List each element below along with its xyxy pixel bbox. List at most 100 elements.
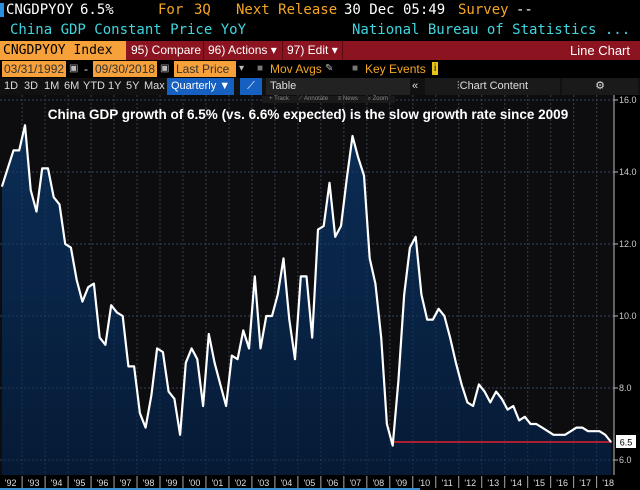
- chart-type-label[interactable]: Line Chart: [570, 43, 630, 58]
- data-point: [397, 380, 400, 382]
- data-point: [1, 185, 3, 187]
- y-tick-label: 16.0: [619, 95, 637, 105]
- date-row: 03/31/1992 ▣ - 09/30/2018 ▣ Last Price ▾…: [0, 61, 640, 77]
- data-point: [363, 175, 365, 177]
- data-point: [547, 430, 549, 432]
- data-point: [501, 398, 503, 400]
- data-point: [409, 247, 411, 249]
- annotate-tool[interactable]: ⟋ Annotate: [298, 96, 329, 102]
- start-date-input[interactable]: 03/31/1992: [2, 61, 66, 77]
- last-value-label: 6.5: [620, 438, 633, 448]
- period-max[interactable]: Max: [144, 80, 165, 92]
- info-icon[interactable]: i: [432, 62, 439, 75]
- mov-avgs-checkbox[interactable]: ■: [257, 63, 264, 74]
- data-point: [369, 257, 371, 259]
- field-select[interactable]: Last Price: [174, 61, 236, 77]
- zoom-tool[interactable]: ⌕ Zoom: [367, 96, 388, 102]
- data-point: [99, 337, 101, 339]
- data-point: [351, 135, 354, 137]
- data-point: [190, 347, 193, 349]
- data-point: [81, 301, 84, 303]
- x-tick-label: '04: [281, 478, 293, 488]
- data-point: [35, 211, 38, 213]
- data-point: [294, 358, 296, 360]
- data-point: [570, 430, 572, 432]
- x-tick-label: '06: [326, 478, 338, 488]
- period-1y[interactable]: 1Y: [108, 80, 122, 92]
- mov-avgs-label[interactable]: Mov Avgs: [270, 62, 322, 76]
- table-button[interactable]: Table: [266, 78, 410, 95]
- data-point: [24, 124, 26, 126]
- period-label: For: [158, 2, 184, 18]
- frequency-select[interactable]: Quarterly ▼: [167, 78, 235, 95]
- y-tick-label: 8.0: [619, 383, 632, 393]
- data-point: [76, 279, 78, 281]
- settings-gear-icon[interactable]: ⚙: [562, 78, 638, 95]
- x-tick-label: '99: [166, 478, 178, 488]
- data-point: [58, 203, 61, 205]
- data-point: [558, 434, 560, 436]
- period-1m[interactable]: 1M: [44, 80, 60, 92]
- data-point: [12, 149, 15, 151]
- data-point: [208, 333, 210, 335]
- line-chart-icon[interactable]: ⟋: [240, 78, 262, 95]
- data-point: [472, 405, 474, 407]
- data-point: [277, 293, 279, 295]
- data-point: [478, 383, 480, 385]
- next-release: 30 Dec 05:49: [344, 2, 446, 18]
- data-point: [518, 419, 520, 421]
- scrollbar[interactable]: [0, 488, 420, 490]
- pencil-icon[interactable]: ✎: [325, 63, 334, 74]
- data-point: [420, 293, 423, 295]
- data-point: [512, 405, 514, 407]
- data-point: [323, 225, 325, 227]
- data-point: [300, 275, 302, 277]
- chart-content-button[interactable]: ⫶Chart Content: [425, 78, 560, 95]
- news-tool[interactable]: ≡ News: [337, 96, 358, 102]
- period-ytd[interactable]: YTD: [83, 80, 105, 92]
- data-point: [455, 362, 457, 364]
- data-point: [53, 196, 55, 198]
- key-events-label[interactable]: Key Events: [365, 62, 426, 76]
- track-tool[interactable]: + Track: [269, 96, 289, 102]
- end-date-input[interactable]: 09/30/2018: [93, 61, 157, 77]
- period-3d[interactable]: 3D: [24, 80, 39, 92]
- compare-button[interactable]: 95) Compare: [127, 41, 204, 60]
- data-point: [564, 434, 566, 436]
- period-5y[interactable]: 5Y: [126, 80, 140, 92]
- data-point: [173, 398, 175, 400]
- period-6m[interactable]: 6M: [64, 80, 80, 92]
- x-tick-label: '93: [28, 478, 40, 488]
- period-1d[interactable]: 1D: [4, 80, 19, 92]
- data-point: [593, 430, 595, 432]
- edit-menu[interactable]: 97) Edit ▾: [283, 41, 343, 60]
- security-field[interactable]: CNGDPYOY Index: [0, 41, 126, 60]
- data-point: [415, 236, 417, 238]
- data-point: [30, 189, 32, 191]
- data-point: [340, 225, 342, 227]
- actions-menu[interactable]: 96) Actions ▾: [204, 41, 283, 60]
- x-tick-label: '17: [579, 478, 591, 488]
- data-point: [87, 286, 89, 288]
- x-tick-label: '01: [212, 478, 224, 488]
- data-point: [311, 337, 313, 339]
- x-tick-label: '10: [418, 478, 430, 488]
- key-events-checkbox[interactable]: ■: [352, 63, 359, 74]
- collapse-button[interactable]: «: [412, 80, 419, 92]
- x-tick-label: '98: [143, 478, 155, 488]
- function-bar: CNGDPYOY Index 95) Compare 96) Actions ▾…: [0, 41, 640, 60]
- data-point: [346, 178, 348, 180]
- data-point: [288, 319, 290, 321]
- dropdown-icon[interactable]: ▾: [239, 63, 245, 74]
- period: 3Q: [194, 2, 211, 18]
- data-point: [242, 329, 244, 331]
- chart-annotation-title: China GDP growth of 6.5% (vs. 6.6% expec…: [48, 107, 568, 122]
- data-point: [581, 427, 583, 429]
- x-tick-label: '16: [556, 478, 568, 488]
- data-point: [461, 383, 463, 385]
- calendar-icon[interactable]: ▣: [69, 63, 79, 74]
- calendar-icon[interactable]: ▣: [160, 63, 170, 74]
- data-point: [403, 293, 405, 295]
- data-point: [610, 441, 612, 443]
- data-point: [529, 423, 532, 425]
